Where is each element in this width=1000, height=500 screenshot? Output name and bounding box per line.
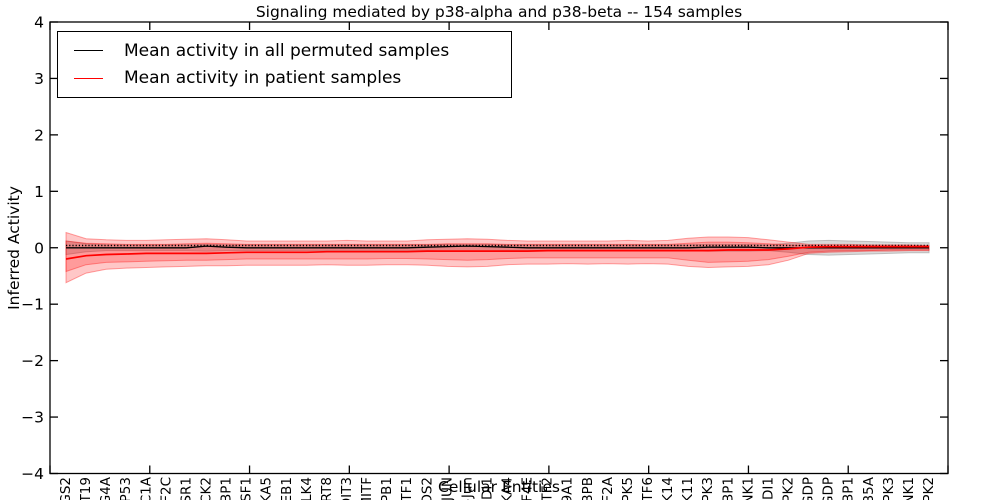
x-category-label: MAPK14 bbox=[660, 477, 676, 500]
y-tick-label: −3 bbox=[21, 409, 44, 427]
x-category-label: USF1 bbox=[239, 477, 255, 500]
x-category-label: MITF bbox=[359, 477, 375, 500]
y-tick-label: −2 bbox=[21, 352, 44, 370]
x-category-label: HSPB1 bbox=[379, 477, 395, 500]
x-category-label: MAPK11 bbox=[680, 477, 696, 500]
patient-samples-band-inner bbox=[65, 240, 930, 273]
x-category-label: p38alpha-beta/MAPKAPK3 bbox=[700, 477, 716, 500]
x-category-label: p38alpha-beta/CK2 bbox=[199, 477, 215, 500]
x-category-labels: PTGS2KRT19PLA2G4ATP53PPARGC1AMEF2CESR1 p3… bbox=[58, 476, 937, 500]
x-category-label: CEBPB bbox=[580, 477, 596, 500]
y-tick-label: 4 bbox=[34, 14, 44, 32]
x-category-label: KRT19 bbox=[78, 477, 94, 500]
x-category-label: ATF2 bbox=[540, 477, 556, 500]
legend-item-patient: Mean activity in patient samples bbox=[74, 68, 503, 88]
x-category-label: RAB5/GDP/GDI1 bbox=[760, 477, 776, 500]
y-tick-label: 2 bbox=[34, 126, 44, 144]
x-category-label: KRT8 bbox=[319, 477, 335, 500]
y-tick-label: 0 bbox=[34, 239, 44, 257]
x-category-label: p38alpha-beta/MAPKAPK2 bbox=[781, 477, 797, 500]
x-category-label: CREB1 bbox=[279, 477, 295, 500]
y-tick-labels: 4 3 2 1 0 −1 −2 −3 −4 bbox=[21, 14, 44, 484]
x-category-label: NOS2 bbox=[419, 477, 435, 500]
x-category-label: RAB5/GDP bbox=[821, 477, 837, 500]
x-category-label: MAPKAPK3 bbox=[881, 477, 897, 500]
x-category-label: MEF2C bbox=[158, 477, 174, 500]
x-category-label: SLC9A1 bbox=[560, 477, 576, 500]
axes-frame bbox=[49, 21, 949, 475]
confidence-bands bbox=[65, 231, 930, 284]
x-category-label: MAPKAPK5 bbox=[620, 477, 636, 500]
x-category-label: PTGS2 bbox=[58, 477, 74, 500]
x-category-label: GDI1 bbox=[480, 477, 496, 500]
legend-label-patient: Mean activity in patient samples bbox=[124, 68, 402, 89]
y-tick-label: 3 bbox=[34, 70, 44, 88]
x-axis-label: Cellular Entities bbox=[438, 478, 560, 496]
y-tick-label: 1 bbox=[34, 183, 44, 201]
x-category-label: RPS6KA5 bbox=[259, 477, 275, 500]
x-category-label: RAB5A bbox=[861, 476, 877, 500]
x-category-label: MAPKAPK2 bbox=[921, 477, 937, 500]
x-category-label: JUN bbox=[439, 477, 455, 500]
legend-label-permuted: Mean activity in all permuted samples bbox=[124, 40, 450, 61]
x-category-label: PPARGC1A bbox=[138, 476, 154, 500]
y-axis-label: Inferred Activity bbox=[5, 186, 23, 310]
permuted-mean-line bbox=[66, 245, 929, 249]
x-category-label: MKNK1 bbox=[901, 477, 917, 500]
x-category-label: RPS6KA4 bbox=[500, 477, 516, 500]
x-category-label: ELK4 bbox=[299, 477, 315, 500]
x-category-label: p38alpha-beta/HBP1 bbox=[720, 477, 736, 500]
x-category-label: PLA2G4A bbox=[98, 476, 114, 500]
black-line-swatch-icon bbox=[74, 50, 103, 52]
x-category-label: EIF4EBP1 bbox=[219, 477, 235, 500]
legend: Mean activity in all permuted samples Me… bbox=[57, 31, 512, 98]
chart-title: Signaling mediated by p38-alpha and p38-… bbox=[255, 3, 743, 21]
red-line-swatch-icon bbox=[74, 77, 103, 79]
y-tick-label: −1 bbox=[21, 296, 44, 314]
x-category-label: ATF1 bbox=[399, 477, 415, 500]
legend-item-permuted: Mean activity in all permuted samples bbox=[74, 41, 503, 61]
permuted-samples-band bbox=[65, 239, 930, 256]
x-category-label: TP53 bbox=[118, 477, 134, 500]
x-category-label: DDIT3 bbox=[339, 477, 355, 500]
x-category-label: ATF2/c-Jun bbox=[459, 477, 475, 500]
patient-mean-line bbox=[65, 245, 929, 260]
x-category-label: mol:GDP bbox=[801, 477, 817, 500]
x-category-label: MEF2A bbox=[600, 476, 616, 500]
series-lines bbox=[65, 244, 929, 260]
x-category-label: ESR1 bbox=[178, 477, 194, 500]
x-category-label: HBP1 bbox=[841, 477, 857, 500]
x-category-label: p38alpha-beta/MNK1 bbox=[740, 477, 756, 500]
y-tick-label: −4 bbox=[21, 465, 44, 483]
x-category-label: ATF6 bbox=[640, 477, 656, 500]
x-category-label: EIF4E bbox=[520, 477, 536, 500]
